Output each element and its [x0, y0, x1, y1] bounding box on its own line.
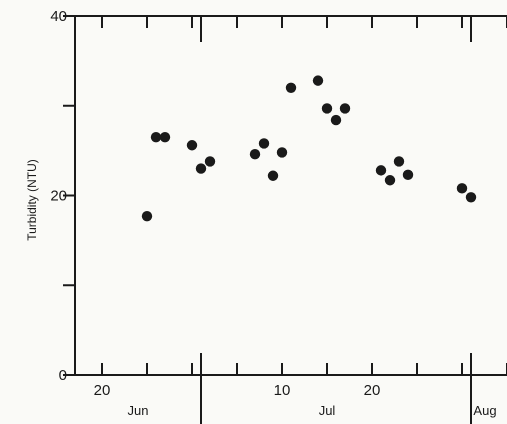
- data-point: [465, 192, 477, 203]
- axes: [74, 15, 507, 376]
- ticks: [63, 15, 507, 424]
- data-point: [159, 131, 171, 143]
- data-point: [375, 165, 387, 176]
- data-point: [330, 114, 342, 126]
- data-point: [204, 156, 216, 167]
- y-axis-label: Turbidity (NTU): [25, 159, 39, 241]
- data-point: [186, 140, 198, 151]
- data-point: [393, 156, 405, 167]
- data-point: [276, 147, 288, 158]
- data-point: [195, 163, 207, 174]
- month-label: Jun: [128, 403, 149, 418]
- data-point: [249, 149, 261, 160]
- data-point: [150, 131, 162, 143]
- data-point: [258, 138, 270, 149]
- data-point: [456, 183, 468, 194]
- x-tick-label: 20: [94, 382, 111, 399]
- y-tick-label: 0: [59, 367, 67, 384]
- data-point: [141, 210, 153, 222]
- data-point: [321, 103, 333, 114]
- x-tick-label: 20: [364, 382, 381, 399]
- y-tick-label: 40: [50, 8, 67, 25]
- data-point: [267, 170, 279, 181]
- data-point: [384, 175, 396, 186]
- x-tick-label: 10: [274, 382, 291, 399]
- data-point: [285, 82, 297, 94]
- data-points: [141, 75, 477, 222]
- month-label: Jul: [319, 403, 336, 418]
- y-tick-label: 20: [50, 188, 67, 205]
- month-label: Aug: [473, 403, 496, 418]
- data-point: [339, 103, 351, 114]
- data-point: [312, 75, 324, 86]
- data-point: [402, 169, 414, 181]
- labels: 0 20 40 20 10 20 Jun Jul Aug: [50, 8, 496, 418]
